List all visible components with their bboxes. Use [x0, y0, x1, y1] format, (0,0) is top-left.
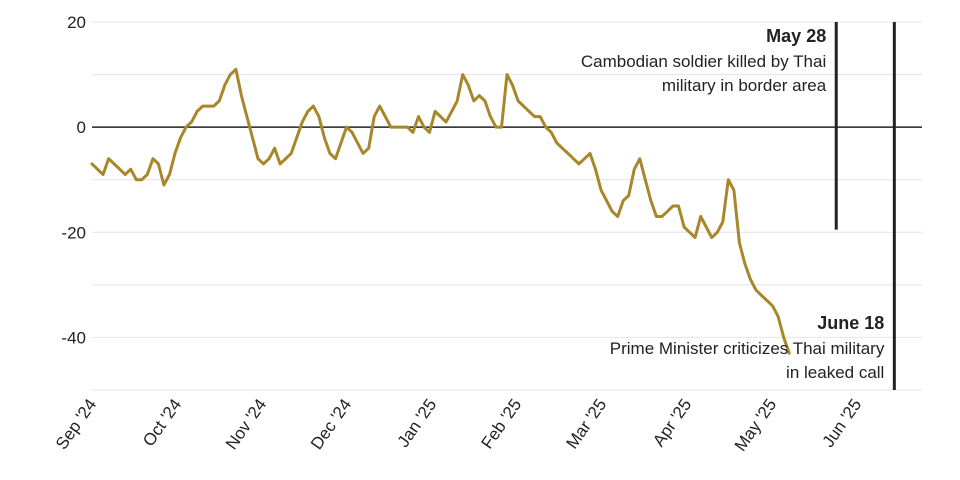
annotation-text: military in border area [662, 76, 827, 95]
x-axis-tick-labels: Sep '24 Oct '24 Nov '24 Dec '24 Jan '25 Feb '… [52, 395, 865, 454]
x-tick-label: Jun '25 [819, 395, 866, 450]
x-tick-label: Feb '25 [477, 395, 525, 452]
series-line [90, 67, 791, 355]
y-tick-label: -40 [61, 328, 86, 347]
annotation-text: in leaked call [786, 363, 884, 382]
y-tick-label: 0 [77, 118, 86, 137]
annotation-lines [834, 22, 896, 390]
x-tick-label: Oct '24 [139, 395, 185, 450]
annotation-title: May 28 [766, 26, 826, 46]
y-axis-tick-labels: 20 0 -20 -40 [61, 13, 86, 347]
x-tick-label: Jan '25 [394, 395, 441, 450]
x-tick-label: Mar '25 [563, 395, 611, 452]
annotation-text: Prime Minister criticizes Thai military [610, 339, 885, 358]
annotation-text: Cambodian soldier killed by Thai [581, 52, 826, 71]
y-tick-label: -20 [61, 223, 86, 242]
x-tick-label: Nov '24 [222, 395, 270, 453]
y-tick-label: 20 [67, 13, 86, 32]
x-tick-label: Apr '25 [649, 395, 695, 450]
x-tick-label: May '25 [731, 395, 780, 454]
annotation-title: June 18 [817, 313, 884, 333]
annotation-texts: May 28 Cambodian soldier killed by Thai mi… [581, 26, 885, 382]
x-tick-label: Dec '24 [307, 395, 355, 453]
x-tick-label: Sep '24 [52, 395, 100, 453]
